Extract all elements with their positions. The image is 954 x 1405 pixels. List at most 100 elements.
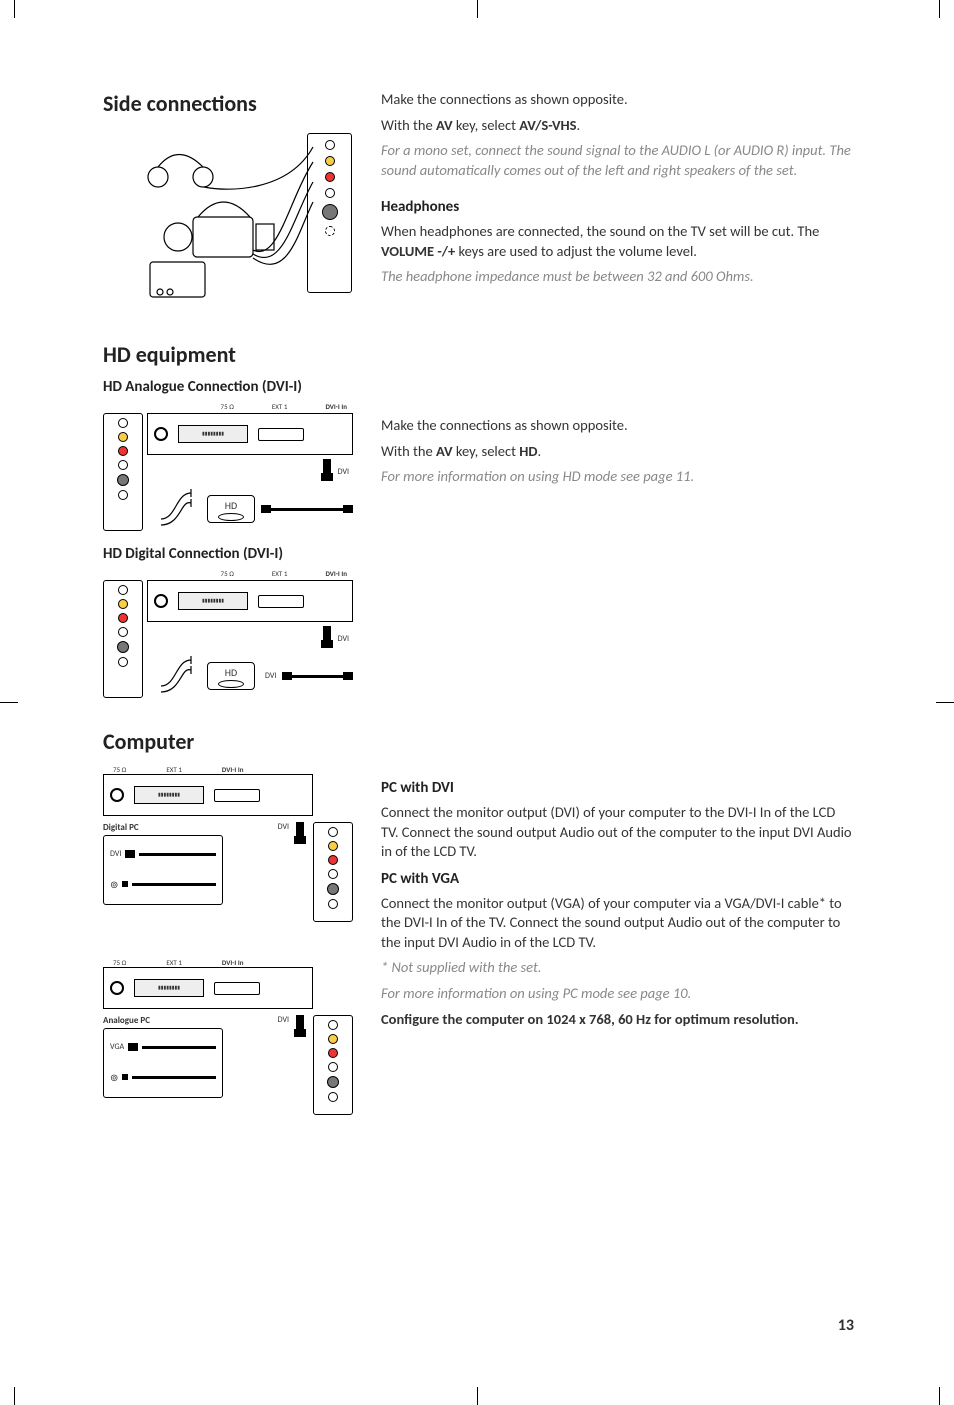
audio-r-jack-icon [325, 172, 335, 182]
text: key, select [453, 442, 520, 460]
text-bold: AV [436, 442, 453, 460]
disc-slot-icon [218, 513, 244, 521]
plug-icon [261, 505, 271, 513]
wire-icon [142, 1046, 216, 1049]
side-connections-section: Side connections [103, 90, 854, 307]
hd-text-1: Make the connections as shown opposite. [381, 416, 854, 436]
wire-icon [132, 1076, 216, 1079]
side-mini-panel [103, 580, 143, 698]
hd-italic: For more information on using HD mode se… [381, 467, 854, 487]
hd-analogue-heading: HD Analogue Connection (DVI-I) [103, 378, 854, 396]
crop-mark [936, 702, 954, 703]
text: key, select [453, 116, 520, 134]
audio-jack-icon: ⊚ [110, 1071, 118, 1084]
hd-device-box: HD [207, 495, 255, 523]
video-jack-icon [325, 156, 335, 166]
text-bold: VOLUME -/+ [381, 242, 455, 260]
port-label: DVI-I In [222, 958, 244, 967]
crop-mark [939, 0, 940, 18]
dvi-port-icon [214, 982, 260, 995]
port-label: 75 Ω [113, 765, 126, 774]
dvi-audio-jack-icon [328, 899, 338, 909]
jack-icon [328, 1020, 338, 1030]
jack-icon [118, 432, 128, 442]
svhs-icon [117, 641, 129, 653]
dvi-audio-jack-icon [118, 657, 128, 667]
port-label: DVI-I In [325, 569, 347, 578]
hd-analogue-section: 75 Ω EXT 1 DVI-I In [103, 402, 854, 531]
scart-port-icon: ▮▮▮▮▮▮▮▮ [178, 592, 248, 610]
crop-mark [477, 1387, 478, 1405]
pc-box: VGA ⊚ [103, 1028, 223, 1098]
tv-back-strip: ▮▮▮▮▮▮▮▮ [147, 580, 353, 622]
audio-l-jack-icon [325, 188, 335, 198]
tv-back-strip: ▮▮▮▮▮▮▮▮ [147, 413, 353, 455]
text: . [538, 442, 542, 460]
port-label: 75 Ω [221, 402, 234, 411]
rf-port-icon [110, 788, 124, 802]
pc-dvi-heading: PC with DVI [381, 779, 854, 797]
dvi-port-icon [258, 595, 304, 608]
scart-port-icon: ▮▮▮▮▮▮▮▮ [178, 425, 248, 443]
text: With the [381, 116, 436, 134]
side-intro-2: With the AV key, select AV/S-VHS. [381, 116, 854, 136]
side-connections-diagram [103, 127, 353, 307]
page-number: 13 [838, 1316, 854, 1335]
text: keys are used to adjust the volume level… [455, 242, 697, 260]
computer-heading: Computer [103, 728, 854, 755]
port-label: 75 Ω [113, 958, 126, 967]
analogue-pc-label: Analogue PC [103, 1015, 272, 1026]
dvi-plug-icon [320, 459, 334, 485]
tv-back-strip: ▮▮▮▮▮▮▮▮ [103, 774, 313, 816]
dvi-label: DVI [338, 634, 349, 644]
dvi-audio-jack-icon [328, 1092, 338, 1102]
jack-icon [328, 841, 338, 851]
computer-dvi-diagram: 75 Ω EXT 1 DVI-I In ▮▮▮▮▮▮▮▮ Digital PC … [103, 765, 353, 922]
computer-section: 75 Ω EXT 1 DVI-I In ▮▮▮▮▮▮▮▮ Digital PC … [103, 765, 854, 1115]
more-info-note: For more information on using PC mode se… [381, 984, 854, 1004]
plug-icon [282, 672, 292, 680]
dvi-label: DVI [278, 822, 289, 832]
wire-icon [139, 853, 216, 856]
text-bold: AV/S-VHS [519, 116, 576, 134]
jack-icon [118, 599, 128, 609]
text: . [577, 116, 581, 134]
dvi-label: DVI [278, 1015, 289, 1025]
crop-mark [939, 1387, 940, 1405]
side-intro-1: Make the connections as shown opposite. [381, 90, 854, 110]
crop-mark [0, 702, 18, 703]
vga-out-label: VGA [110, 1042, 124, 1052]
dvi-label: DVI [265, 671, 276, 681]
crop-mark [14, 0, 15, 18]
audio-cable-icon [161, 656, 201, 696]
pc-box: DVI ⊚ [103, 835, 223, 905]
hd-heading: HD equipment [103, 341, 854, 368]
dvi-label: DVI [338, 467, 349, 477]
audio-cable-icon [161, 489, 201, 529]
pc-vga-text: Connect the monitor output (VGA) of your… [381, 894, 854, 953]
headphone-jack-icon [325, 140, 335, 150]
jack-icon [328, 855, 338, 865]
computer-vga-diagram: 75 Ω EXT 1 DVI-I In ▮▮▮▮▮▮▮▮ Analogue PC… [103, 958, 353, 1115]
port-label: EXT 1 [272, 402, 288, 411]
dvi-audio-jack-icon [325, 226, 335, 236]
text: When headphones are connected, the sound… [381, 222, 819, 240]
tv-back-strip: ▮▮▮▮▮▮▮▮ [103, 967, 313, 1009]
jack-icon [118, 627, 128, 637]
jack-icon [328, 869, 338, 879]
dvi-plug-icon [320, 626, 334, 652]
page-content: Side connections [103, 90, 854, 1115]
device-label: HD [225, 499, 237, 512]
plug-icon [122, 881, 128, 887]
jack-icon [328, 1048, 338, 1058]
port-label: DVI-I In [222, 765, 244, 774]
pc-vga-heading: PC with VGA [381, 870, 854, 888]
port-label: EXT 1 [166, 958, 182, 967]
svhs-jack-icon [322, 204, 338, 220]
jack-icon [118, 613, 128, 623]
plug-icon [122, 1074, 128, 1080]
scart-port-icon: ▮▮▮▮▮▮▮▮ [134, 979, 204, 997]
disc-slot-icon [218, 680, 244, 688]
dvi-plug-icon [293, 822, 307, 848]
jack-icon [328, 1034, 338, 1044]
